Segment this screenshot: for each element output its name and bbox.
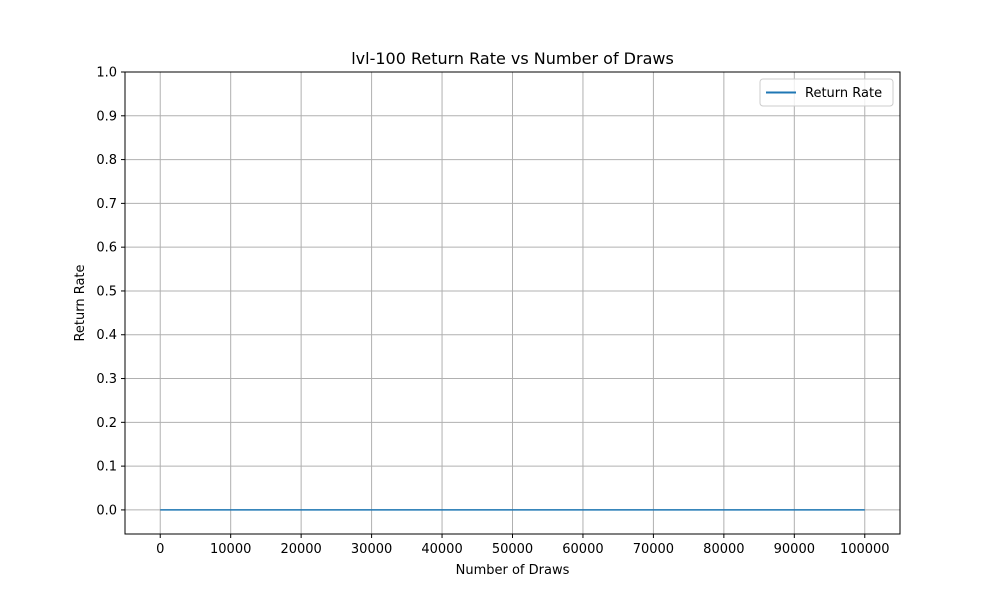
- x-tick-label: 40000: [421, 542, 462, 557]
- y-tick-label: 0.0: [96, 503, 117, 518]
- legend-entry-return-rate: Return Rate: [805, 86, 882, 101]
- x-axis-label: Number of Draws: [456, 563, 570, 578]
- x-tick-label: 20000: [280, 542, 321, 557]
- y-tick-label: 0.7: [96, 197, 117, 212]
- legend-box: [759, 78, 894, 107]
- y-tick-label: 1.0: [96, 66, 117, 81]
- y-tick-label: 0.9: [96, 109, 117, 124]
- x-tick-label: 100000: [840, 542, 890, 557]
- x-tick-label: 90000: [774, 542, 815, 557]
- legend: Return Rate: [759, 78, 894, 107]
- axis-ticks: 0 10000 20000 30000 40000 50000 60000 70000 8000…: [96, 66, 889, 558]
- x-tick-label: 0: [156, 542, 164, 557]
- x-tick-label: 60000: [562, 542, 603, 557]
- y-tick-label: 0.3: [96, 372, 117, 387]
- x-tick-label: 30000: [351, 542, 392, 557]
- x-tick-label: 70000: [633, 542, 674, 557]
- y-tick-label: 0.5: [96, 284, 117, 299]
- x-tick-label: 50000: [492, 542, 533, 557]
- x-tick-label: 80000: [703, 542, 744, 557]
- y-tick-label: 0.4: [96, 328, 117, 343]
- y-tick-label: 0.2: [96, 416, 117, 431]
- y-tick-label: 0.6: [96, 241, 117, 256]
- x-tick-label: 10000: [210, 542, 251, 557]
- y-tick-label: 0.1: [96, 460, 117, 475]
- chart-title: lvl-100 Return Rate vs Number of Draws: [351, 49, 674, 68]
- y-tick-label: 0.8: [96, 153, 117, 168]
- y-axis-label: Return Rate: [73, 264, 88, 341]
